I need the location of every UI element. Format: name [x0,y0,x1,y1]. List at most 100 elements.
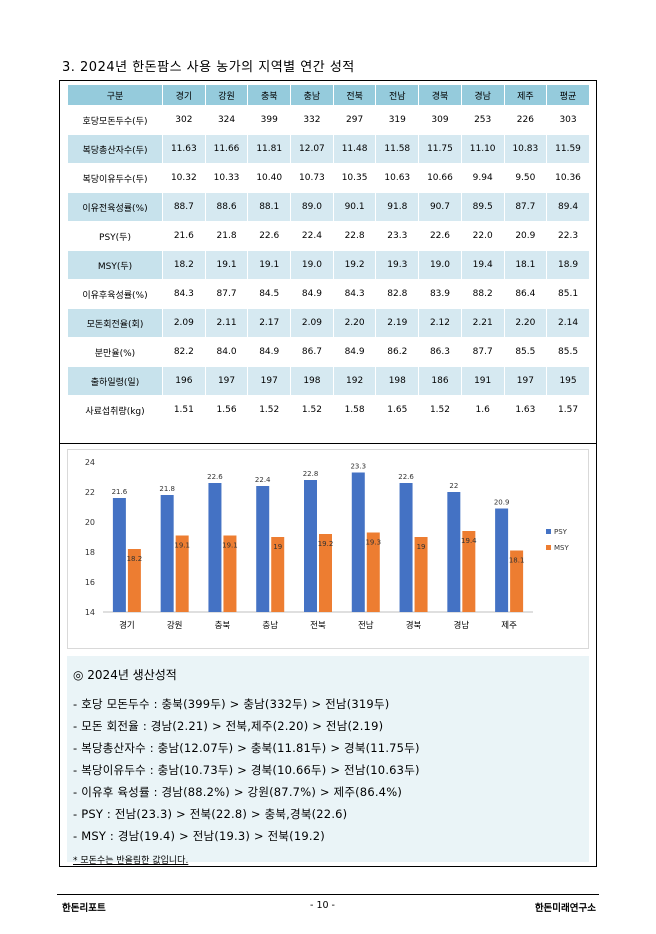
table-cell: 1.52 [290,395,334,425]
table-cell: 10.32 [162,163,206,193]
table-cell: 85.5 [503,337,548,367]
performance-table-wrapper: 구분 경기 강원 충북 충남 전북 전남 경북 경남 제주 평균 호당모돈두수(두) 302 324 39… [67,84,590,425]
bar-psy [399,483,413,612]
table-cell: 84.9 [332,337,377,367]
table-row: 복당이유두수(두) 10.32 10.33 10.40 10.73 10.35 10.63 1… [67,163,590,193]
table-cell: 87.7 [460,337,505,367]
summary-item: - 호당 모돈두수 : 충북(399두) > 충남(332두) > 전남(319… [73,697,390,711]
row-label: 분만율(%) [67,337,163,367]
y-tick-label: 18 [85,548,95,557]
table-cell: 332 [290,105,334,135]
table-cell: 2.14 [546,308,590,338]
table-header-region: 경기 [162,84,206,106]
table-cell: 85.5 [546,337,590,367]
table-cell: 86.4 [503,279,548,309]
table-cell: 88.2 [460,279,505,309]
table-cell: 192 [332,366,377,396]
table-header-row: 구분 경기 강원 충북 충남 전북 전남 경북 경남 제주 평균 [67,84,590,106]
data-label-psy: 20.9 [494,499,510,507]
table-cell: 1.58 [332,395,377,425]
table-cell: 84.0 [204,337,249,367]
y-tick-label: 22 [85,488,95,497]
table-cell: 1.63 [503,395,548,425]
table-cell: 1.52 [418,395,462,425]
table-row: 분만율(%) 82.2 84.0 84.9 86.7 84.9 86.2 86.3 87.7 85… [67,337,590,367]
data-label-msy: 19.2 [318,540,334,548]
table-header-region: 제주 [503,84,548,106]
row-label: 출하일령(일) [67,366,163,396]
table-row: 사료섭취량(kg) 1.51 1.56 1.52 1.52 1.58 1.65 1.52 1.6… [67,395,590,425]
x-category-label: 경남 [454,620,470,631]
table-cell: 86.2 [375,337,420,367]
bar-msy [462,531,476,612]
table-cell: 19.1 [247,250,292,280]
table-cell: 196 [162,366,206,396]
table-cell: 22.0 [460,221,505,251]
table-cell: 10.36 [546,163,590,193]
bar-msy [510,550,524,612]
summary-item: - 복당이유두수 : 충남(10.73두) > 경북(10.66두) > 전남(… [73,763,420,777]
performance-table: 구분 경기 강원 충북 충남 전북 전남 경북 경남 제주 평균 호당모돈두수(두) 302 324 39… [67,84,590,425]
row-label: 이유전육성률(%) [67,192,163,222]
table-cell: 19.4 [460,250,505,280]
table-cell: 303 [546,105,590,135]
table-cell: 11.81 [247,134,292,164]
table-cell: 89.0 [290,192,334,222]
psy-msy-chart: 14 16 18 20 22 24 21.6 18.2 경기 21.8 19.1 강원 22.6 19.1… [67,449,589,649]
bar-msy [319,534,332,612]
data-label-psy: 22.6 [207,473,223,481]
table-cell: 319 [375,105,420,135]
table-cell: 191 [460,366,505,396]
data-label-msy: 19 [273,543,282,551]
table-cell: 12.07 [290,134,334,164]
data-label-psy: 21.6 [112,488,128,496]
bar-psy [447,492,461,612]
table-cell: 85.1 [546,279,590,309]
table-header-region: 평균 [546,84,590,106]
table-cell: 297 [332,105,377,135]
table-cell: 11.59 [546,134,590,164]
table-cell: 19.0 [418,250,462,280]
bar-psy [112,498,126,612]
table-cell: 19.0 [290,250,334,280]
table-header-region: 강원 [204,84,249,106]
content-frame: 구분 경기 강원 충북 충남 전북 전남 경북 경남 제주 평균 호당모돈두수(두) 302 324 39… [59,80,597,867]
table-cell: 399 [247,105,292,135]
section-divider [60,443,596,444]
table-cell: 21.8 [204,221,249,251]
x-category-label: 제주 [501,621,517,631]
row-label: PSY(두) [67,221,163,251]
table-cell: 19.3 [375,250,420,280]
table-cell: 324 [204,105,249,135]
row-label: MSY(두) [67,250,163,280]
table-cell: 20.9 [503,221,548,251]
table-cell: 87.7 [204,279,249,309]
table-cell: 22.8 [332,221,377,251]
legend-label-psy: PSY [554,528,568,536]
table-cell: 22.4 [290,221,334,251]
table-header-label: 구분 [67,84,163,106]
x-category-label: 충북 [215,621,231,631]
data-label-psy: 21.8 [159,485,175,493]
table-row: 이유후육성률(%) 84.3 87.7 84.5 84.9 84.3 82.8 83.9 88.… [67,279,590,309]
table-header-region: 경남 [460,84,505,106]
table-cell: 11.58 [375,134,420,164]
table-cell: 2.19 [375,308,420,338]
table-cell: 1.57 [546,395,590,425]
y-tick-label: 24 [85,458,95,467]
table-cell: 11.10 [460,134,505,164]
summary-box: ◎ 2024년 생산성적 - 호당 모돈두수 : 충북(399두) > 충남(3… [67,656,589,866]
data-label-psy: 22.6 [398,473,414,481]
table-cell: 2.20 [503,308,548,338]
table-cell: 88.1 [247,192,292,222]
bar-msy [223,535,237,612]
table-cell: 19.2 [332,250,377,280]
table-cell: 84.9 [290,279,334,309]
table-cell: 1.6 [460,395,505,425]
summary-item: - 모돈 회전율 : 경남(2.21) > 전북,제주(2.20) > 전남(2… [73,719,384,733]
table-cell: 11.75 [418,134,462,164]
x-category-label: 전남 [358,620,374,631]
bar-psy [351,472,365,612]
table-cell: 83.9 [418,279,462,309]
table-cell: 1.51 [162,395,206,425]
